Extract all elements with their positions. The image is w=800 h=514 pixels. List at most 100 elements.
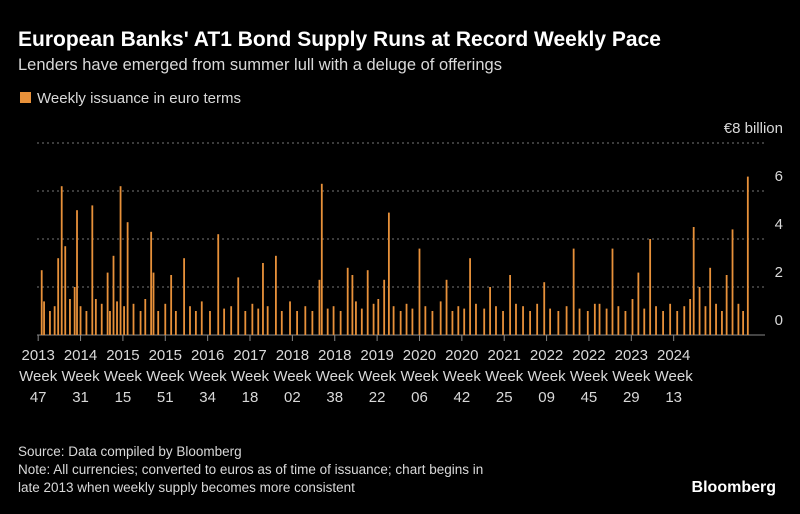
x-tick-label: Week: [62, 368, 101, 385]
bar: [431, 311, 434, 335]
x-tick-label: 2021: [488, 347, 521, 364]
bar: [119, 186, 122, 335]
x-tick-label: Week: [273, 368, 312, 385]
bar: [116, 301, 118, 335]
x-tick-label: 2017: [233, 347, 266, 364]
bar: [529, 311, 532, 335]
bar: [174, 311, 177, 335]
bar: [637, 272, 640, 335]
source: Source: Data compiled by Bloomberg: [18, 444, 242, 459]
bar: [649, 239, 652, 335]
bar: [209, 311, 211, 335]
x-tick-label: 2024: [657, 347, 690, 364]
bar: [418, 248, 421, 335]
bar: [676, 311, 679, 335]
bar: [85, 311, 88, 335]
bar: [112, 255, 115, 335]
bar: [53, 306, 56, 335]
x-tick-label: 2018: [276, 347, 309, 364]
bar: [731, 229, 734, 335]
x-tick-label: 2015: [149, 347, 182, 364]
x-tick-label: Week: [443, 368, 482, 385]
x-tick-label: 2016: [191, 347, 224, 364]
bar: [411, 308, 414, 335]
bar: [126, 222, 129, 335]
bar: [366, 270, 369, 335]
legend-label: Weekly issuance in euro terms: [37, 90, 241, 107]
bar: [237, 277, 240, 335]
bar: [57, 258, 60, 335]
x-tick-label: 29: [623, 389, 640, 406]
bar: [463, 308, 466, 335]
bar: [669, 303, 672, 335]
x-tick-label: 13: [665, 389, 682, 406]
x-tick-label: 2015: [106, 347, 139, 364]
bar: [451, 311, 454, 335]
x-tick-label: 2022: [530, 347, 563, 364]
x-tick-label: 02: [284, 389, 301, 406]
bar: [94, 299, 97, 335]
bar: [244, 311, 247, 335]
bar: [572, 248, 575, 335]
bar: [549, 308, 552, 335]
bar: [320, 183, 323, 335]
bar: [424, 306, 427, 335]
x-tick-label: 2013: [21, 347, 54, 364]
bar: [536, 303, 539, 335]
x-tick-label: 45: [581, 389, 598, 406]
bar: [152, 272, 155, 335]
bar: [40, 270, 43, 335]
x-tick-label: Week: [655, 368, 694, 385]
bar: [139, 311, 142, 335]
bar: [445, 279, 448, 335]
y-tick-label: 6: [775, 168, 783, 185]
x-tick-label: 2022: [572, 347, 605, 364]
x-tick-label: 2014: [64, 347, 97, 364]
y-tick-label: 0: [775, 312, 783, 329]
x-tick-label: Week: [485, 368, 524, 385]
bar: [311, 311, 314, 335]
bar: [704, 306, 707, 335]
bar: [715, 303, 717, 335]
x-tick-label: 2019: [360, 347, 393, 364]
bar: [624, 311, 627, 335]
x-tick-label: 09: [538, 389, 555, 406]
x-tick-label: Week: [612, 368, 651, 385]
bar: [194, 311, 197, 335]
bar: [251, 303, 254, 335]
x-tick-label: Week: [528, 368, 567, 385]
bar: [76, 210, 78, 335]
bar: [280, 311, 283, 335]
bar: [91, 205, 94, 335]
bar: [489, 287, 491, 335]
y-tick-label: 4: [775, 216, 783, 233]
bar: [578, 308, 581, 335]
bar: [106, 272, 109, 335]
bar: [183, 258, 186, 335]
bar: [475, 303, 477, 335]
x-tick-label: 18: [242, 389, 259, 406]
bar: [100, 303, 103, 335]
bar: [746, 176, 749, 335]
x-tick-label: Week: [316, 368, 355, 385]
bar: [304, 306, 307, 335]
bar: [593, 303, 596, 335]
x-tick-label: 42: [454, 389, 471, 406]
bar: [725, 275, 728, 335]
x-tick-label: 2023: [615, 347, 648, 364]
bar: [565, 306, 568, 335]
bar: [266, 306, 269, 335]
bar: [275, 255, 277, 335]
bar: [43, 301, 45, 335]
bar: [742, 311, 745, 335]
bar: [502, 311, 504, 335]
bar: [405, 303, 408, 335]
bar: [200, 301, 203, 335]
bar: [346, 267, 349, 335]
bar: [157, 311, 160, 335]
bar: [469, 258, 471, 335]
y-tick-label: €8 billion: [724, 120, 783, 137]
